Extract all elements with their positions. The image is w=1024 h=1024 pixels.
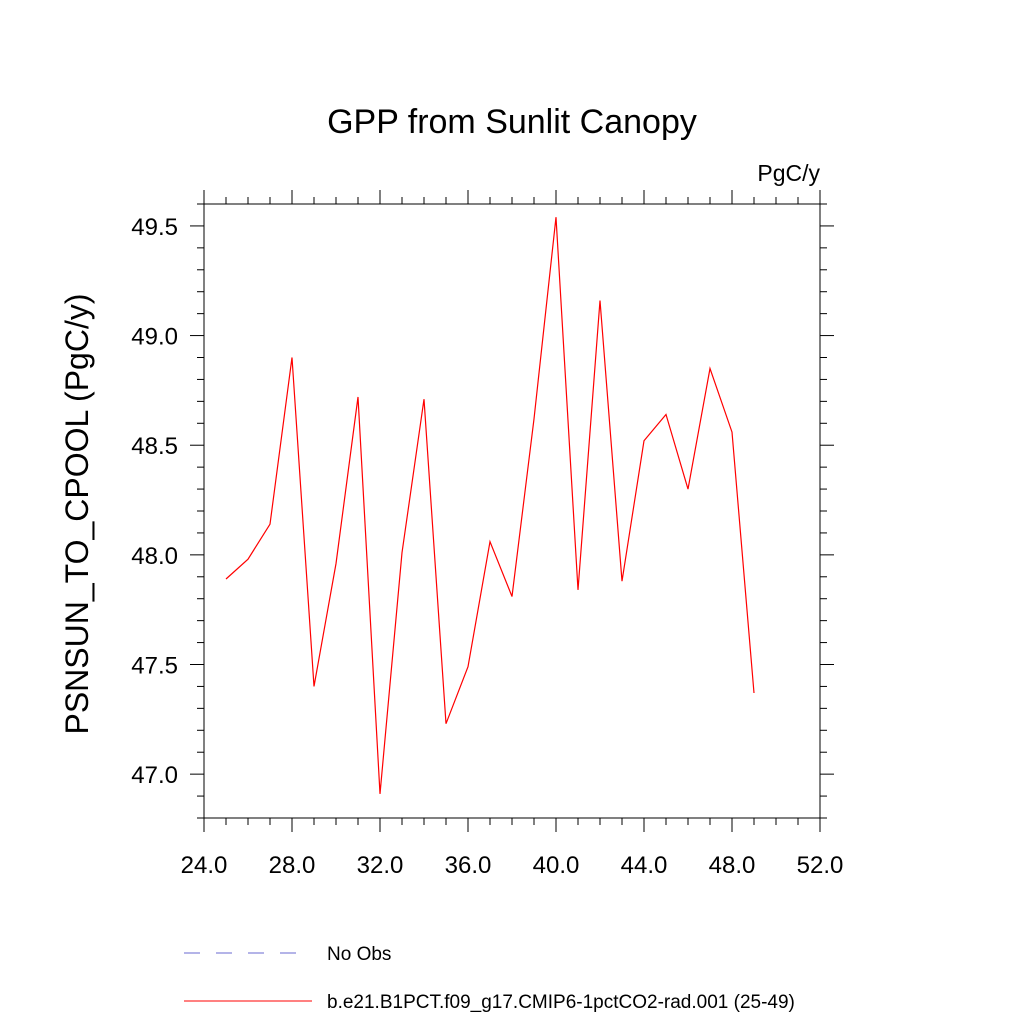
- x-tick-label: 44.0: [621, 852, 668, 879]
- x-tick-label: 24.0: [181, 852, 228, 879]
- x-tick-label: 40.0: [533, 852, 580, 879]
- x-tick-label: 36.0: [445, 852, 492, 879]
- legend-label: No Obs: [327, 944, 391, 965]
- y-tick-label: 49.0: [131, 324, 178, 351]
- legend-label: b.e21.B1PCT.f09_g17.CMIP6-1pctCO2-rad.00…: [327, 992, 795, 1013]
- y-tick-label: 48.5: [131, 433, 178, 460]
- chart-title: GPP from Sunlit Canopy: [327, 103, 697, 141]
- axes: 24.0 28.0 32.0 36.0 40.0 44.0 48.0 52.0 47.0 47.5…: [131, 190, 843, 879]
- legend: No Obs b.e21.B1PCT.f09_g17.CMIP6-1pctCO2-…: [184, 944, 795, 1013]
- series-line: [225, 217, 755, 794]
- y-tick-label: 47.5: [131, 653, 178, 680]
- x-tick-label: 32.0: [357, 852, 404, 879]
- y-tick-label: 47.0: [131, 762, 178, 789]
- plot-frame: [203, 203, 821, 819]
- y-axis-label: PSNSUN_TO_CPOOL (PgC/y): [59, 294, 95, 735]
- series-layer: [225, 217, 755, 794]
- y-tick-label: 48.0: [131, 543, 178, 570]
- units-label: PgC/y: [757, 160, 820, 186]
- x-tick-label: 48.0: [709, 852, 756, 879]
- x-tick-label: 52.0: [797, 852, 844, 879]
- x-tick-label: 28.0: [269, 852, 316, 879]
- y-tick-label: 49.5: [131, 214, 178, 241]
